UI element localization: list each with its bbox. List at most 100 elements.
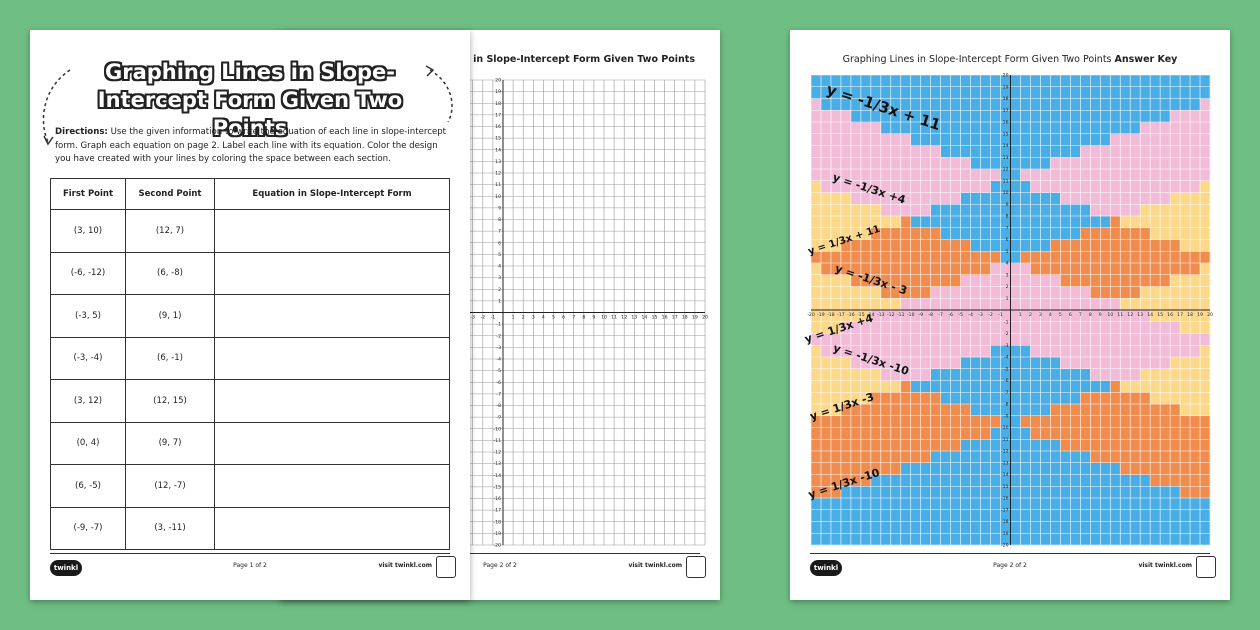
color-cell <box>960 509 971 522</box>
color-cell <box>1140 533 1151 546</box>
color-cell <box>1160 274 1171 287</box>
color-cell <box>811 75 822 88</box>
color-cell <box>960 462 971 475</box>
color-cell <box>1000 286 1011 299</box>
color-cell <box>1200 192 1211 205</box>
x-tick-label: -16 <box>847 312 855 318</box>
color-cell <box>970 462 981 475</box>
color-cell <box>1150 321 1161 334</box>
color-cell <box>1170 533 1181 546</box>
color-cell <box>960 133 971 146</box>
color-cell <box>1000 216 1011 229</box>
color-cell <box>1070 180 1081 193</box>
color-cell <box>1090 286 1101 299</box>
color-cell <box>1120 345 1131 358</box>
color-cell <box>900 145 912 158</box>
color-cell <box>880 251 892 264</box>
color-cell <box>1100 86 1111 99</box>
color-cell <box>880 110 892 123</box>
color-cell <box>840 509 852 522</box>
color-cell <box>1040 110 1051 123</box>
color-cell <box>1070 286 1081 299</box>
color-cell <box>1150 204 1161 217</box>
color-cell <box>980 462 991 475</box>
color-cell <box>1110 368 1121 381</box>
color-cell <box>1020 110 1031 123</box>
page-title: Graphing Lines in Slope-Intercept Form G… <box>790 54 1230 65</box>
color-cell <box>870 451 882 464</box>
color-cell <box>1080 263 1091 276</box>
color-cell <box>1180 274 1191 287</box>
color-cell <box>1040 98 1051 111</box>
color-cell <box>1190 192 1201 205</box>
y-tick-label: 20 <box>1003 73 1009 79</box>
color-cell <box>1180 216 1191 229</box>
color-cell <box>1100 439 1111 452</box>
color-cell <box>940 263 951 276</box>
color-cell <box>940 357 951 370</box>
color-cell <box>910 392 922 405</box>
color-cell <box>870 404 882 417</box>
color-cell <box>1090 310 1101 323</box>
color-cell <box>1090 298 1101 311</box>
color-cell <box>1120 263 1131 276</box>
color-cell <box>1090 415 1101 428</box>
color-cell <box>890 298 902 311</box>
color-cell <box>850 298 862 311</box>
color-cell <box>1130 368 1141 381</box>
color-cell <box>1070 533 1081 546</box>
point-cell: (12, 7) <box>125 209 215 253</box>
color-cell <box>1000 86 1011 99</box>
color-cell <box>1140 509 1151 522</box>
color-cell <box>1110 227 1121 240</box>
color-cell <box>880 145 892 158</box>
color-cell <box>1130 98 1141 111</box>
color-cell <box>970 392 981 405</box>
color-cell <box>1030 145 1041 158</box>
color-cell <box>960 145 971 158</box>
color-cell <box>830 310 842 323</box>
color-cell <box>830 321 842 334</box>
color-cell <box>1090 333 1101 346</box>
color-cell <box>1110 75 1121 88</box>
color-cell <box>1180 427 1191 440</box>
color-cell <box>880 216 892 229</box>
color-cell <box>960 75 971 88</box>
color-cell <box>1070 368 1081 381</box>
color-cell <box>1060 474 1071 487</box>
color-cell <box>950 86 961 99</box>
color-cell <box>1110 521 1121 534</box>
color-cell <box>950 239 961 252</box>
color-cell <box>880 274 892 287</box>
color-cell <box>960 86 971 99</box>
color-cell <box>1170 380 1181 393</box>
color-cell <box>811 310 822 323</box>
color-cell <box>980 392 991 405</box>
color-cell <box>1110 357 1121 370</box>
color-cell <box>1160 75 1171 88</box>
color-cell <box>1060 498 1071 511</box>
color-cell <box>990 169 1001 182</box>
color-cell <box>930 474 941 487</box>
color-cell <box>960 192 971 205</box>
color-cell <box>1000 404 1011 417</box>
color-cell <box>1150 509 1161 522</box>
color-cell <box>890 521 902 534</box>
color-cell <box>1030 239 1041 252</box>
color-cell <box>990 498 1001 511</box>
color-cell <box>990 345 1001 358</box>
y-tick-label: 14 <box>1003 143 1009 149</box>
color-cell <box>960 498 971 511</box>
color-cell <box>1140 180 1151 193</box>
color-cell <box>1120 498 1131 511</box>
color-cell <box>1160 380 1171 393</box>
color-cell <box>950 462 961 475</box>
color-cell <box>860 380 872 393</box>
color-cell <box>1200 110 1211 123</box>
color-cell <box>1040 251 1051 264</box>
color-cell <box>1180 192 1191 205</box>
color-cell <box>860 462 872 475</box>
color-cell <box>811 86 822 99</box>
color-cell <box>860 357 872 370</box>
color-cell <box>1140 310 1151 323</box>
